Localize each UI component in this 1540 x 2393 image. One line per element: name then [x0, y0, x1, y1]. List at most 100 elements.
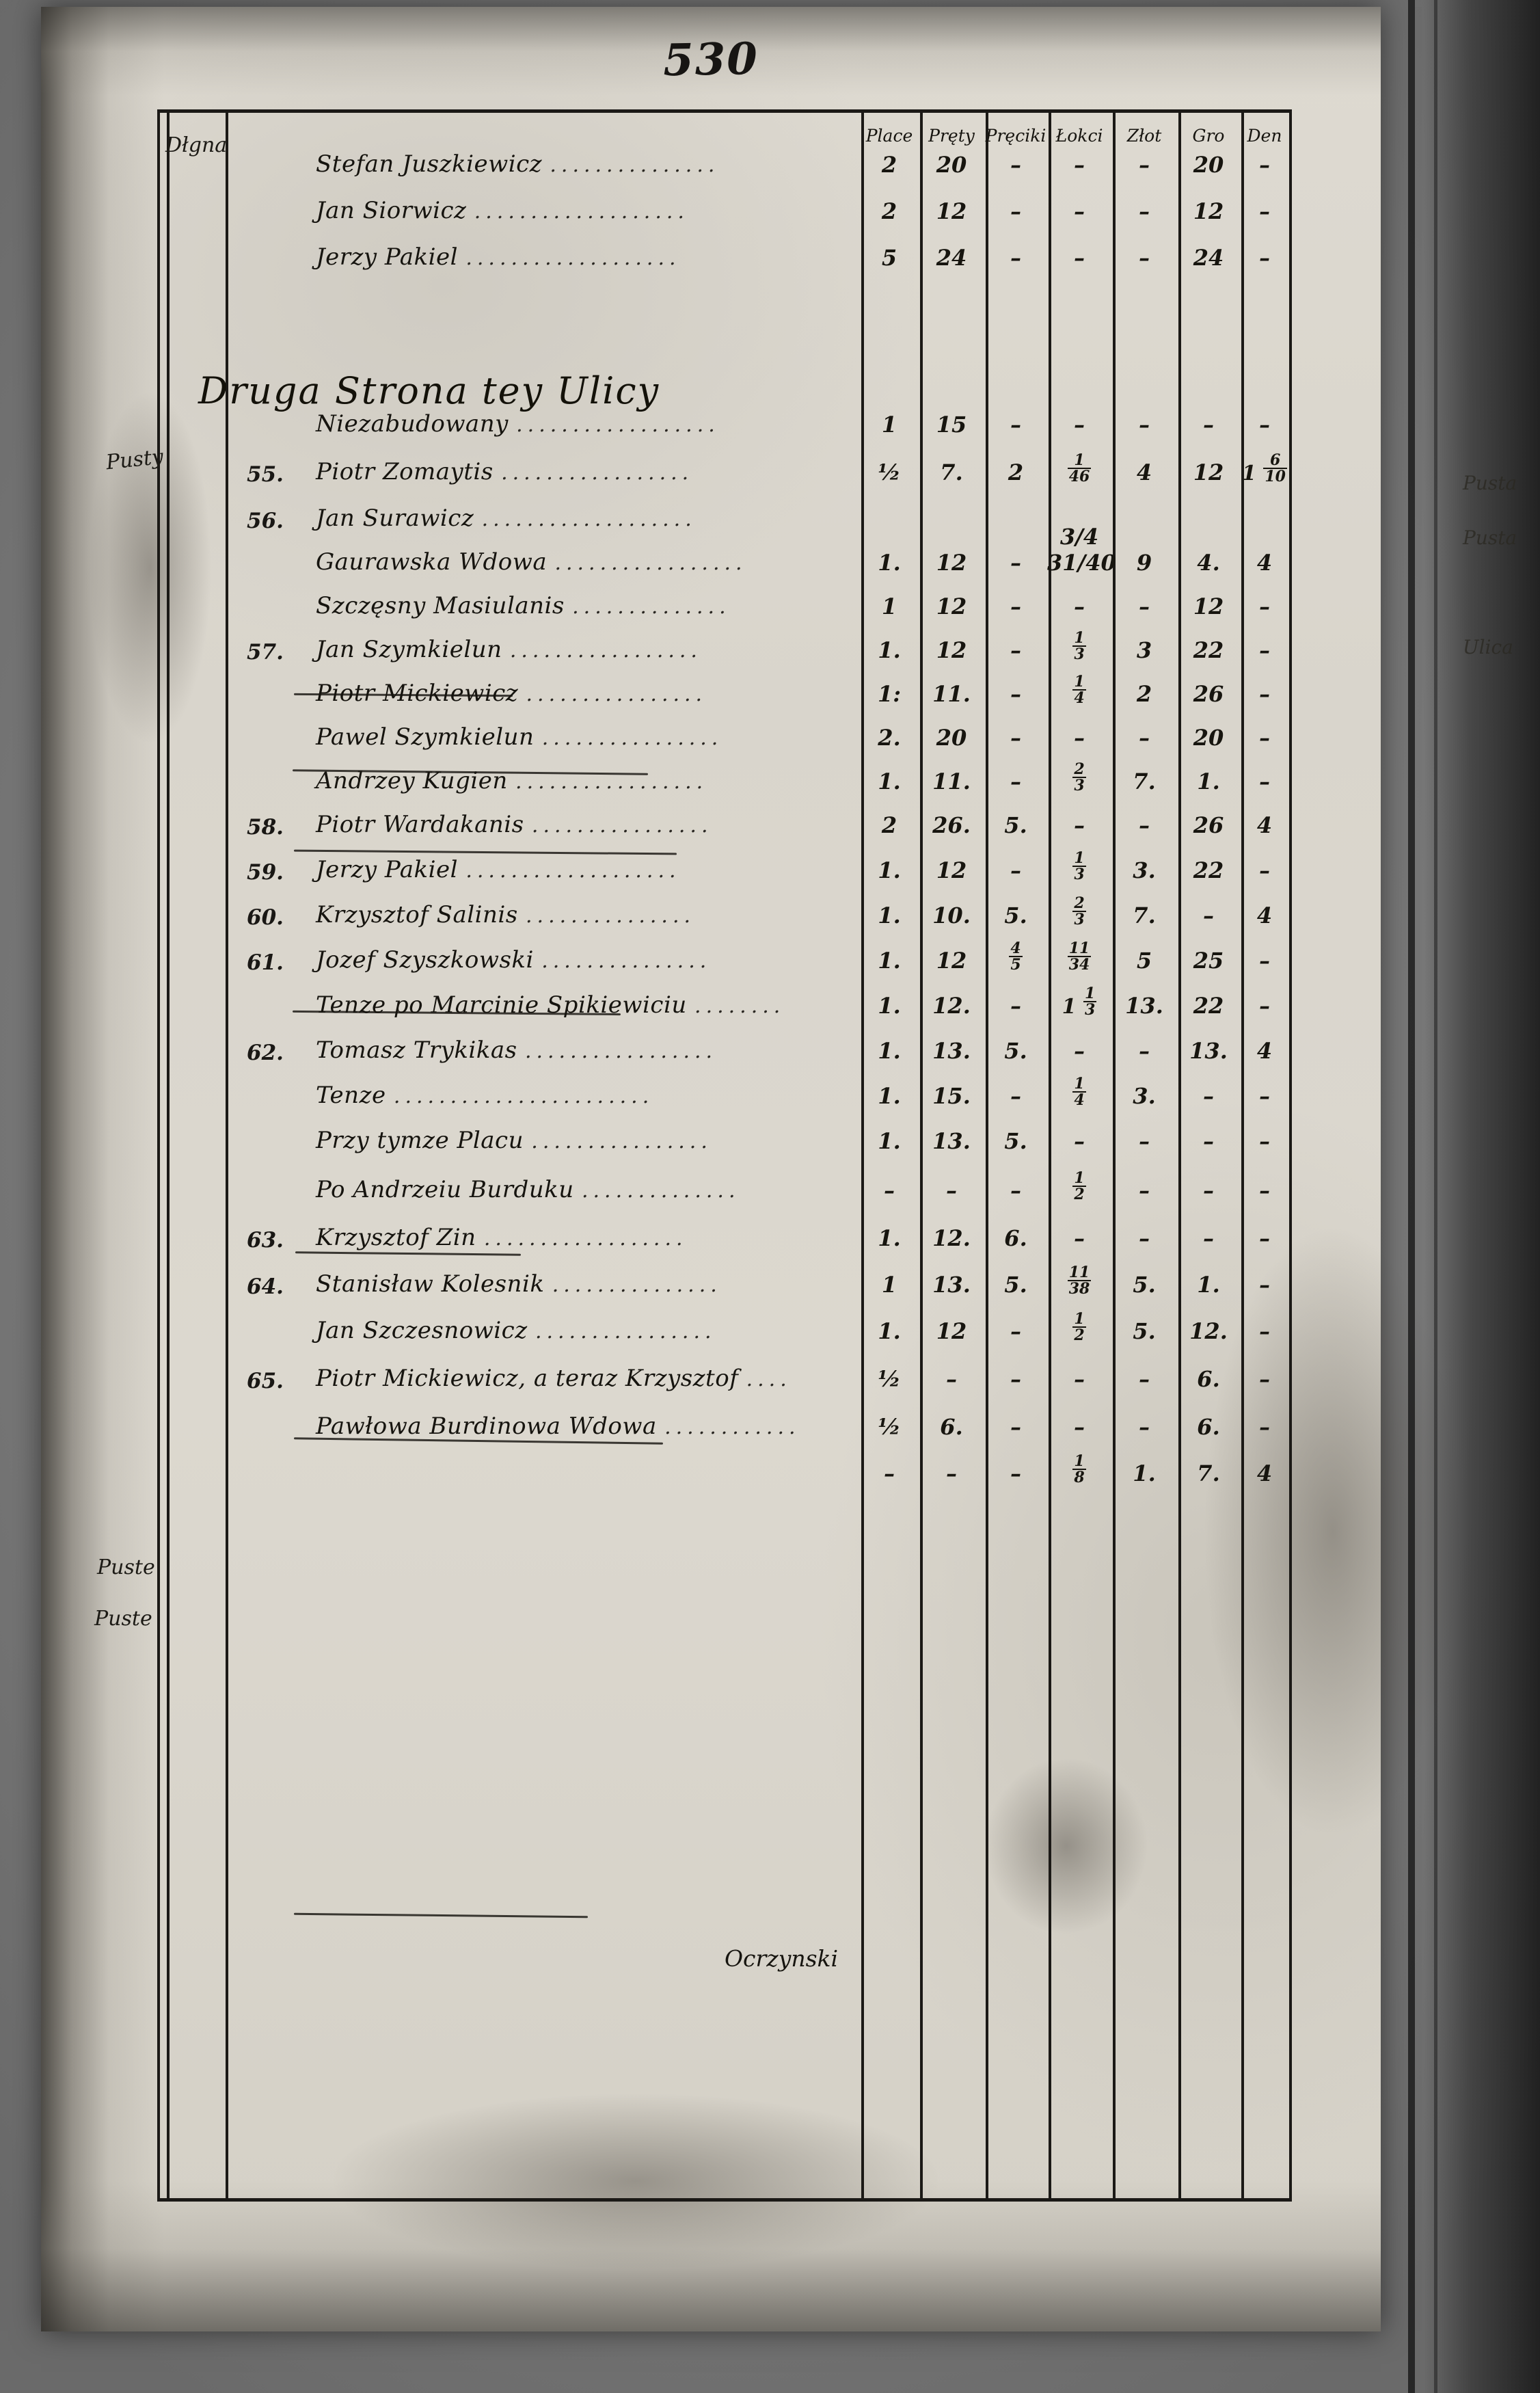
cell-place: 1. [878, 1318, 901, 1344]
cell-zlot: – [1139, 412, 1150, 438]
row-name[interactable]: Tomasz Trykikas ................. [316, 1037, 718, 1064]
row-name[interactable]: Jan Surawicz ................... [316, 505, 697, 532]
table-row[interactable]: Po Andrzeiu Burduku .............. – – – 1 2 –… [160, 1166, 1289, 1205]
cell-gro: 24 [1193, 245, 1224, 271]
table-row[interactable]: 56. Jan Surawicz ................... [160, 494, 1289, 533]
cell-zlot: 5 [1136, 948, 1152, 974]
cell-precik: 5. [1004, 1272, 1027, 1298]
cell-prety: – [946, 1177, 957, 1203]
table-row[interactable]: 60. Krzysztof Salinis ............... 1. 10… [160, 891, 1289, 930]
row-number: 64. [247, 1274, 284, 1299]
cell-place: 1. [878, 993, 901, 1019]
leader-dots: ................. [509, 639, 702, 663]
row-number: 62. [247, 1041, 284, 1065]
row-name[interactable]: Piotr Mickiewicz ................ [316, 680, 707, 707]
cell-gro: 12 [1193, 593, 1224, 619]
table-row[interactable]: Piotr Mickiewicz ................ 1: 11. – 1… [160, 669, 1289, 708]
table-row[interactable]: Jan Szczesnowicz ................ 1. 12 – 1 2… [160, 1307, 1289, 1346]
cell-den: – [1259, 1414, 1270, 1440]
row-name[interactable]: Pawel Szymkielun ................ [316, 723, 723, 751]
cell-lokci: – [1074, 1128, 1085, 1154]
cell-prety: 24 [936, 245, 967, 271]
row-name[interactable]: Jan Szymkielun ................. [316, 636, 702, 663]
table-row[interactable]: Niezabudowany .................. 1 15 – – – – – [160, 400, 1289, 439]
table-row[interactable]: 61. Jozef Szyszkowski ............... 1. 12… [160, 936, 1289, 975]
cell-gro: – [1203, 1177, 1214, 1203]
cell-den [1240, 532, 1289, 533]
row-name[interactable]: Krzysztof Salinis ............... [316, 901, 696, 928]
cell-zlot: – [1139, 1038, 1150, 1064]
row-name[interactable]: Niezabudowany .................. [316, 410, 720, 438]
cell-den: – [1259, 593, 1270, 619]
cell-zlot: – [1139, 245, 1150, 271]
table-row[interactable]: Jan Siorwicz ................... 2 12 – – – 12… [160, 187, 1289, 226]
row-name[interactable]: Tenze po Marcinie Spikiewiciu ........ [316, 991, 785, 1019]
table-frame [157, 109, 1292, 2202]
table-row[interactable]: Stefan Juszkiewicz ............... 2 20 – – –… [160, 140, 1289, 179]
table-row[interactable]: Tenze ....................... 1. 15. – 1 4 3. –… [160, 1071, 1289, 1110]
row-name[interactable]: Jozef Szyszkowski ............... [316, 946, 712, 974]
leader-dots: ................ [526, 682, 707, 706]
row-name[interactable]: Andrzey Kugien ................. [316, 767, 708, 794]
cell-lokci: 11 34 [1067, 939, 1092, 974]
row-number: 60. [247, 905, 284, 930]
column-header-row: Place Pręty Pręciki Łokci Złot Gro Den [160, 115, 1289, 156]
cell-precik: 5. [1004, 903, 1027, 928]
table-row[interactable]: Przy tymze Placu ................ 1. 13. 5.… [160, 1117, 1289, 1155]
row-number: 59. [247, 860, 284, 885]
right-gutter-shadow [1424, 0, 1540, 2393]
row-name[interactable]: Krzysztof Zin .................. [316, 1224, 688, 1251]
row-name[interactable]: Piotr Zomaytis ................. [316, 458, 694, 485]
row-name[interactable]: Stanisław Kolesnik ............... [316, 1270, 722, 1298]
cell-gro: 12 [1193, 459, 1224, 485]
leader-dots: .............. [572, 595, 731, 619]
table-row[interactable]: 58. Piotr Wardakanis ................ 2 26.… [160, 801, 1289, 840]
row-name[interactable]: Piotr Mickiewicz, a teraz Krzysztof .... [316, 1365, 792, 1392]
facing-margin-note-1: Pusta [1463, 472, 1517, 494]
row-name[interactable]: Piotr Wardakanis ................ [316, 811, 713, 838]
cell-zlot: 13. [1125, 993, 1163, 1019]
cell-zlot: 9 [1136, 550, 1152, 576]
row-name[interactable]: Gaurawska Wdowa ................. [316, 548, 747, 576]
cell-zlot: – [1139, 1366, 1150, 1392]
table-row[interactable]: Andrzey Kugien ................. 1. 11. – 2 3… [160, 757, 1289, 796]
table-row[interactable]: 62. Tomasz Trykikas ................. 1. 13… [160, 1026, 1289, 1065]
cell-prety: 15. [932, 1083, 971, 1109]
table-row[interactable]: – – – 1 8 1. 7. 4 [160, 1449, 1289, 1488]
row-name[interactable]: Przy tymze Placu ................ [316, 1127, 712, 1154]
leader-dots: ................. [501, 461, 694, 485]
table-row[interactable]: 63. Krzysztof Zin .................. 1. 12.… [160, 1214, 1289, 1253]
table-row[interactable]: Gaurawska Wdowa ................. 1. 12 –3/… [160, 524, 1289, 577]
column-rule-place [861, 109, 864, 2202]
row-name[interactable]: Stefan Juszkiewicz ............... [316, 150, 720, 178]
table-row[interactable]: Pawel Szymkielun ................ 2. 20 – – –… [160, 713, 1289, 752]
table-row[interactable]: Szczęsny Masiulanis .............. 1 12 – – –… [160, 582, 1289, 621]
row-name[interactable]: Jerzy Pakiel ................... [316, 856, 681, 883]
leader-dots: ............... [550, 153, 720, 177]
table-row[interactable]: 65. Piotr Mickiewicz, a teraz Krzysztof .… [160, 1354, 1289, 1393]
table-row[interactable]: Pawłowa Burdinowa Wdowa ............ ½ 6. –… [160, 1402, 1289, 1441]
table-row[interactable]: 55. Piotr Zomaytis ................. ½ 7. 2 1… [160, 448, 1289, 487]
binding-line-secondary [1434, 0, 1437, 2393]
table-row[interactable]: 59. Jerzy Pakiel ................... 1. 12 –… [160, 846, 1289, 885]
row-name[interactable]: Jan Szczesnowicz ................ [316, 1317, 716, 1344]
leader-dots: .................. [483, 1227, 688, 1251]
table-row[interactable]: 57. Jan Szymkielun ................. 1. 12 –… [160, 626, 1289, 665]
table-row[interactable]: Jerzy Pakiel ................... 5 24 – – – 24… [160, 233, 1289, 272]
row-name[interactable]: Jan Siorwicz ................... [316, 197, 689, 224]
cell-den: – [1259, 1318, 1270, 1344]
frame-top-rule [157, 109, 1292, 113]
row-name[interactable]: Jerzy Pakiel ................... [316, 243, 681, 271]
leader-dots: ................. [515, 770, 708, 794]
row-name[interactable]: Szczęsny Masiulanis .............. [316, 592, 731, 619]
table-row[interactable]: 64. Stanisław Kolesnik ............... 1 13… [160, 1260, 1289, 1299]
cell-prety: 12 [936, 857, 967, 883]
cell-prety: 6. [940, 1414, 963, 1440]
row-name[interactable]: Tenze ....................... [316, 1082, 654, 1109]
row-name[interactable] [302, 1486, 860, 1488]
row-name[interactable]: Pawłowa Burdinowa Wdowa ............ [316, 1413, 800, 1440]
table-row[interactable]: Tenze po Marcinie Spikiewiciu ........ 1.… [160, 981, 1289, 1020]
row-name[interactable]: Po Andrzeiu Burduku .............. [316, 1176, 740, 1203]
